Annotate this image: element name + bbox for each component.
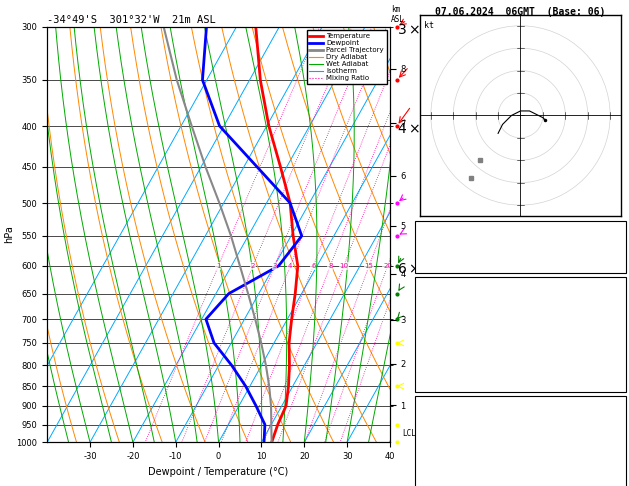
Text: PW (cm): PW (cm) — [418, 255, 452, 264]
Text: km
ASL: km ASL — [391, 5, 405, 24]
Text: 8: 8 — [328, 263, 333, 269]
Text: K: K — [418, 223, 423, 232]
Text: 6: 6 — [618, 445, 623, 454]
Legend: Temperature, Dewpoint, Parcel Trajectory, Dry Adiabat, Wet Adiabat, Isotherm, Mi: Temperature, Dewpoint, Parcel Trajectory… — [307, 30, 386, 84]
Text: 10.6: 10.6 — [604, 311, 623, 320]
Text: 3: 3 — [272, 263, 277, 269]
Text: Surface: Surface — [503, 278, 538, 288]
Text: 6: 6 — [311, 263, 316, 269]
Text: Temp (°C): Temp (°C) — [418, 295, 462, 304]
Text: Pressure (mb): Pressure (mb) — [418, 413, 481, 422]
Text: 2: 2 — [618, 223, 623, 232]
Text: 20: 20 — [383, 263, 392, 269]
Text: 38: 38 — [613, 239, 623, 248]
Text: Dewp (°C): Dewp (°C) — [418, 311, 462, 320]
Text: CIN (J): CIN (J) — [418, 477, 452, 486]
Text: CIN (J): CIN (J) — [418, 375, 452, 384]
Text: 12.4: 12.4 — [604, 295, 623, 304]
Text: 0: 0 — [618, 477, 623, 486]
Text: Most Unstable: Most Unstable — [489, 397, 552, 406]
Text: 314: 314 — [609, 429, 623, 438]
X-axis label: Dewpoint / Temperature (°C): Dewpoint / Temperature (°C) — [148, 467, 289, 477]
Text: Lifted Index: Lifted Index — [418, 343, 476, 352]
Text: 07.06.2024  06GMT  (Base: 06): 07.06.2024 06GMT (Base: 06) — [435, 7, 606, 17]
Text: 1.91: 1.91 — [604, 255, 623, 264]
Text: 0: 0 — [618, 359, 623, 368]
Text: kt: kt — [424, 21, 434, 30]
Text: © weatheronline.co.uk: © weatheronline.co.uk — [472, 471, 569, 480]
Text: -34°49'S  301°32'W  21m ASL: -34°49'S 301°32'W 21m ASL — [47, 15, 216, 25]
Text: CAPE (J): CAPE (J) — [418, 461, 457, 470]
Text: 15: 15 — [365, 263, 374, 269]
Text: 11: 11 — [613, 343, 623, 352]
Text: 0: 0 — [618, 375, 623, 384]
Text: 1: 1 — [216, 263, 221, 269]
Text: θe(K): θe(K) — [418, 327, 442, 336]
Text: Totals Totals: Totals Totals — [418, 239, 481, 248]
Text: CAPE (J): CAPE (J) — [418, 359, 457, 368]
Text: 10: 10 — [339, 263, 348, 269]
Text: 900: 900 — [609, 413, 623, 422]
Text: 0: 0 — [618, 461, 623, 470]
Text: 306: 306 — [609, 327, 623, 336]
Text: Lifted Index: Lifted Index — [418, 445, 476, 454]
Text: θe (K): θe (K) — [418, 429, 447, 438]
Text: 4: 4 — [288, 263, 292, 269]
Text: LCL: LCL — [402, 429, 416, 438]
Y-axis label: hPa: hPa — [4, 226, 14, 243]
Text: 2: 2 — [251, 263, 255, 269]
